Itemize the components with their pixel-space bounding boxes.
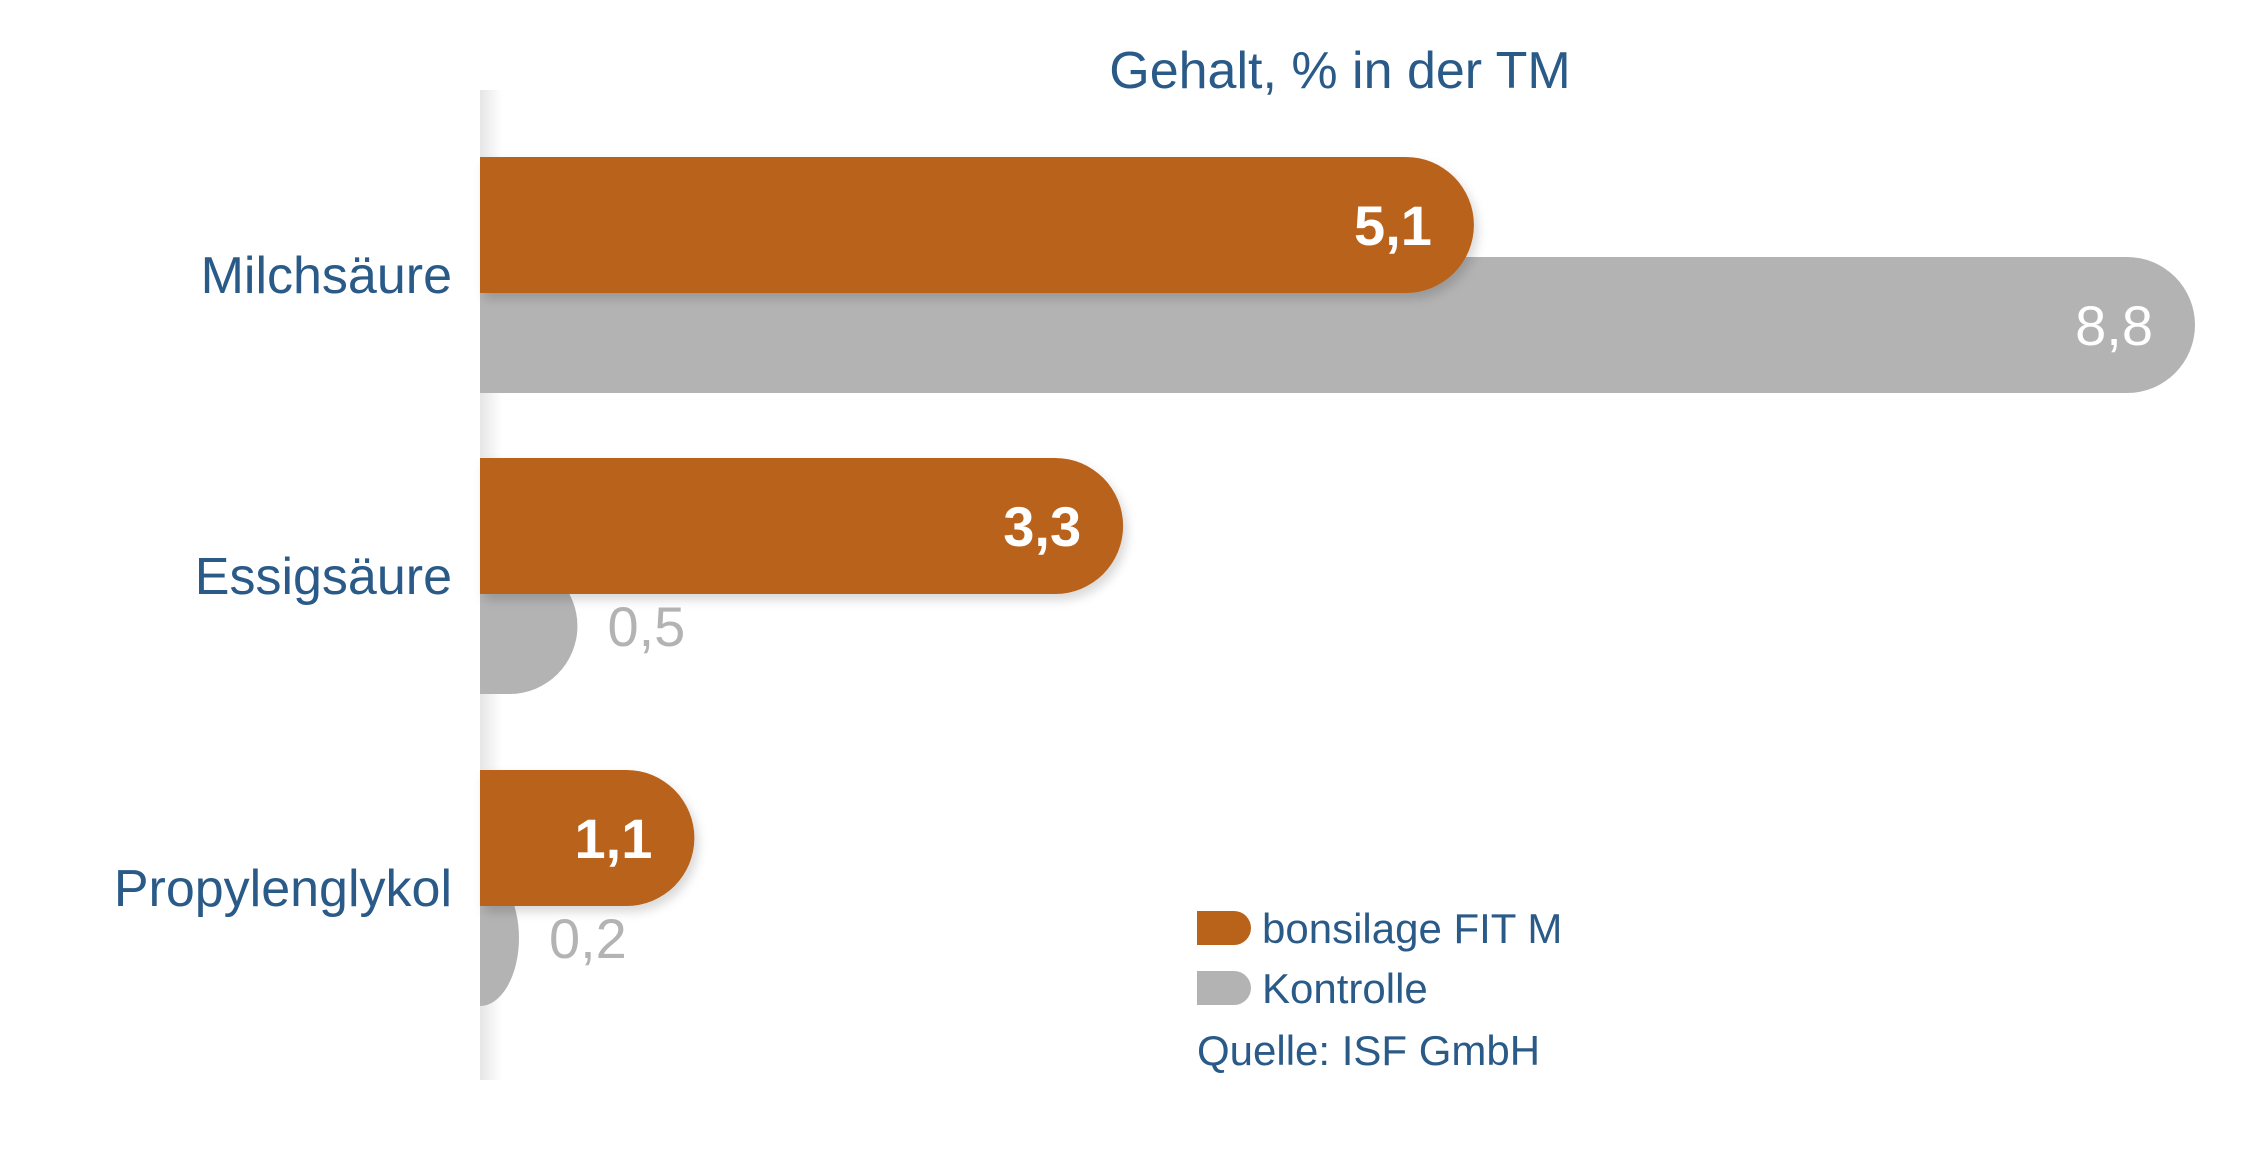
source-note: Quelle: ISF GmbH bbox=[1197, 1027, 1540, 1074]
value-label-kontrolle-propylenglykol: 0,2 bbox=[549, 907, 627, 970]
chart-title: Gehalt, % in der TM bbox=[1109, 42, 1570, 100]
bar-bonsilage-fit-m-milchsaeure bbox=[480, 157, 1474, 293]
legend-swatch-kontrolle bbox=[1197, 971, 1251, 1005]
value-label-bonsilage-fit-m-milchsaeure: 5,1 bbox=[1354, 194, 1432, 257]
bars-layer bbox=[480, 157, 2195, 1006]
category-label-essigsaeure: Essigsäure bbox=[195, 548, 452, 606]
legend-label-kontrolle: Kontrolle bbox=[1262, 965, 1428, 1012]
legend-label-bonsilage: bonsilage FIT M bbox=[1262, 905, 1562, 952]
legend-swatch-bonsilage bbox=[1197, 911, 1251, 945]
value-label-kontrolle-essigsaeure: 0,5 bbox=[607, 595, 685, 658]
bar-bonsilage-fit-m-propylenglykol bbox=[480, 770, 695, 906]
category-label-milchsaeure: Milchsäure bbox=[201, 247, 452, 305]
labels-layer: Milchsäure 8,8 5,1 Essigsäure 0,5 3,3 Propylen… bbox=[114, 194, 2153, 970]
value-label-kontrolle-milchsaeure: 8,8 bbox=[2075, 294, 2153, 357]
category-label-propylenglykol: Propylenglykol bbox=[114, 860, 452, 918]
value-label-bonsilage-fit-m-essigsaeure: 3,3 bbox=[1003, 495, 1081, 558]
value-label-bonsilage-fit-m-propylenglykol: 1,1 bbox=[575, 807, 653, 870]
legend: bonsilage FIT M Kontrolle Quelle: ISF Gm… bbox=[1197, 905, 1562, 1074]
bar-bonsilage-fit-m-essigsaeure bbox=[480, 458, 1124, 594]
